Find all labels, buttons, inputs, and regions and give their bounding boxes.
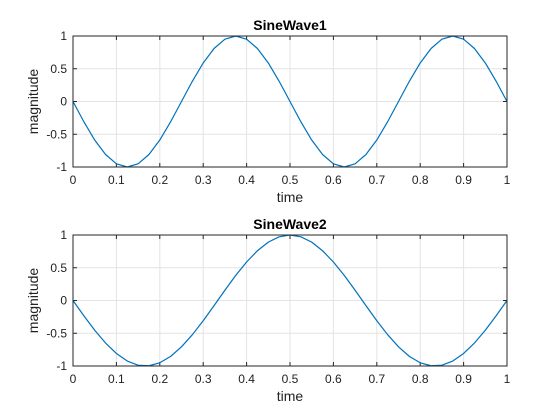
x-tick-label: 0 [70,372,77,386]
x-tick-label: 0.5 [282,173,299,187]
axes-box [72,234,508,367]
x-tick-label: 0.5 [282,372,299,386]
x-tick-label: 0.8 [412,372,429,386]
x-tick-label: 0.8 [412,173,429,187]
y-tick-label: 1 [60,228,67,242]
x-tick-label: 0.3 [195,173,212,187]
x-tick-label: 1 [504,372,511,386]
chart-title: SineWave1 [253,17,327,33]
x-tick-label: 0 [70,173,77,187]
y-tick-label: 0 [60,294,67,308]
y-tick-label: 1 [60,29,67,43]
y-tick-label: -1 [56,160,67,174]
axes-2: 0 0.1 0.2 0.3 0.4 0.5 0.6 0.7 0.8 0.9 1 -1 -0.5 0 0.5 1… [25,216,511,404]
y-tick-label: -0.5 [46,127,67,141]
y-tick-label: -0.5 [46,326,67,340]
x-tick-label: 0.6 [325,173,342,187]
series-line [72,35,508,168]
x-axis-label: time [277,189,304,205]
x-tick-label: 0.7 [368,372,385,386]
chart-title: SineWave2 [253,216,327,232]
x-tick-label: 0.9 [455,173,472,187]
x-tick-label: 0.1 [108,372,125,386]
y-axis-label: magnitude [25,69,41,135]
axes-1: 0 0.1 0.2 0.3 0.4 0.5 0.6 0.7 0.8 0.9 1 -1 -0.5 0 0.5 1… [25,17,511,205]
y-tick-label: 0.5 [50,62,67,76]
x-axis-label: time [277,388,304,404]
y-tick-label: 0.5 [50,261,67,275]
axes-box [72,35,508,168]
x-tick-label: 0.9 [455,372,472,386]
x-tick-label: 0.7 [368,173,385,187]
x-tick-label: 0.4 [238,173,255,187]
y-axis-label: magnitude [25,268,41,334]
x-tick-label: 0.2 [151,372,168,386]
x-tick-label: 0.1 [108,173,125,187]
x-tick-label: 0.6 [325,372,342,386]
x-tick-label: 1 [504,173,511,187]
x-tick-label: 0.3 [195,372,212,386]
x-tick-label: 0.2 [151,173,168,187]
y-tick-label: 0 [60,95,67,109]
y-tick-label: -1 [56,359,67,373]
x-tick-label: 0.4 [238,372,255,386]
